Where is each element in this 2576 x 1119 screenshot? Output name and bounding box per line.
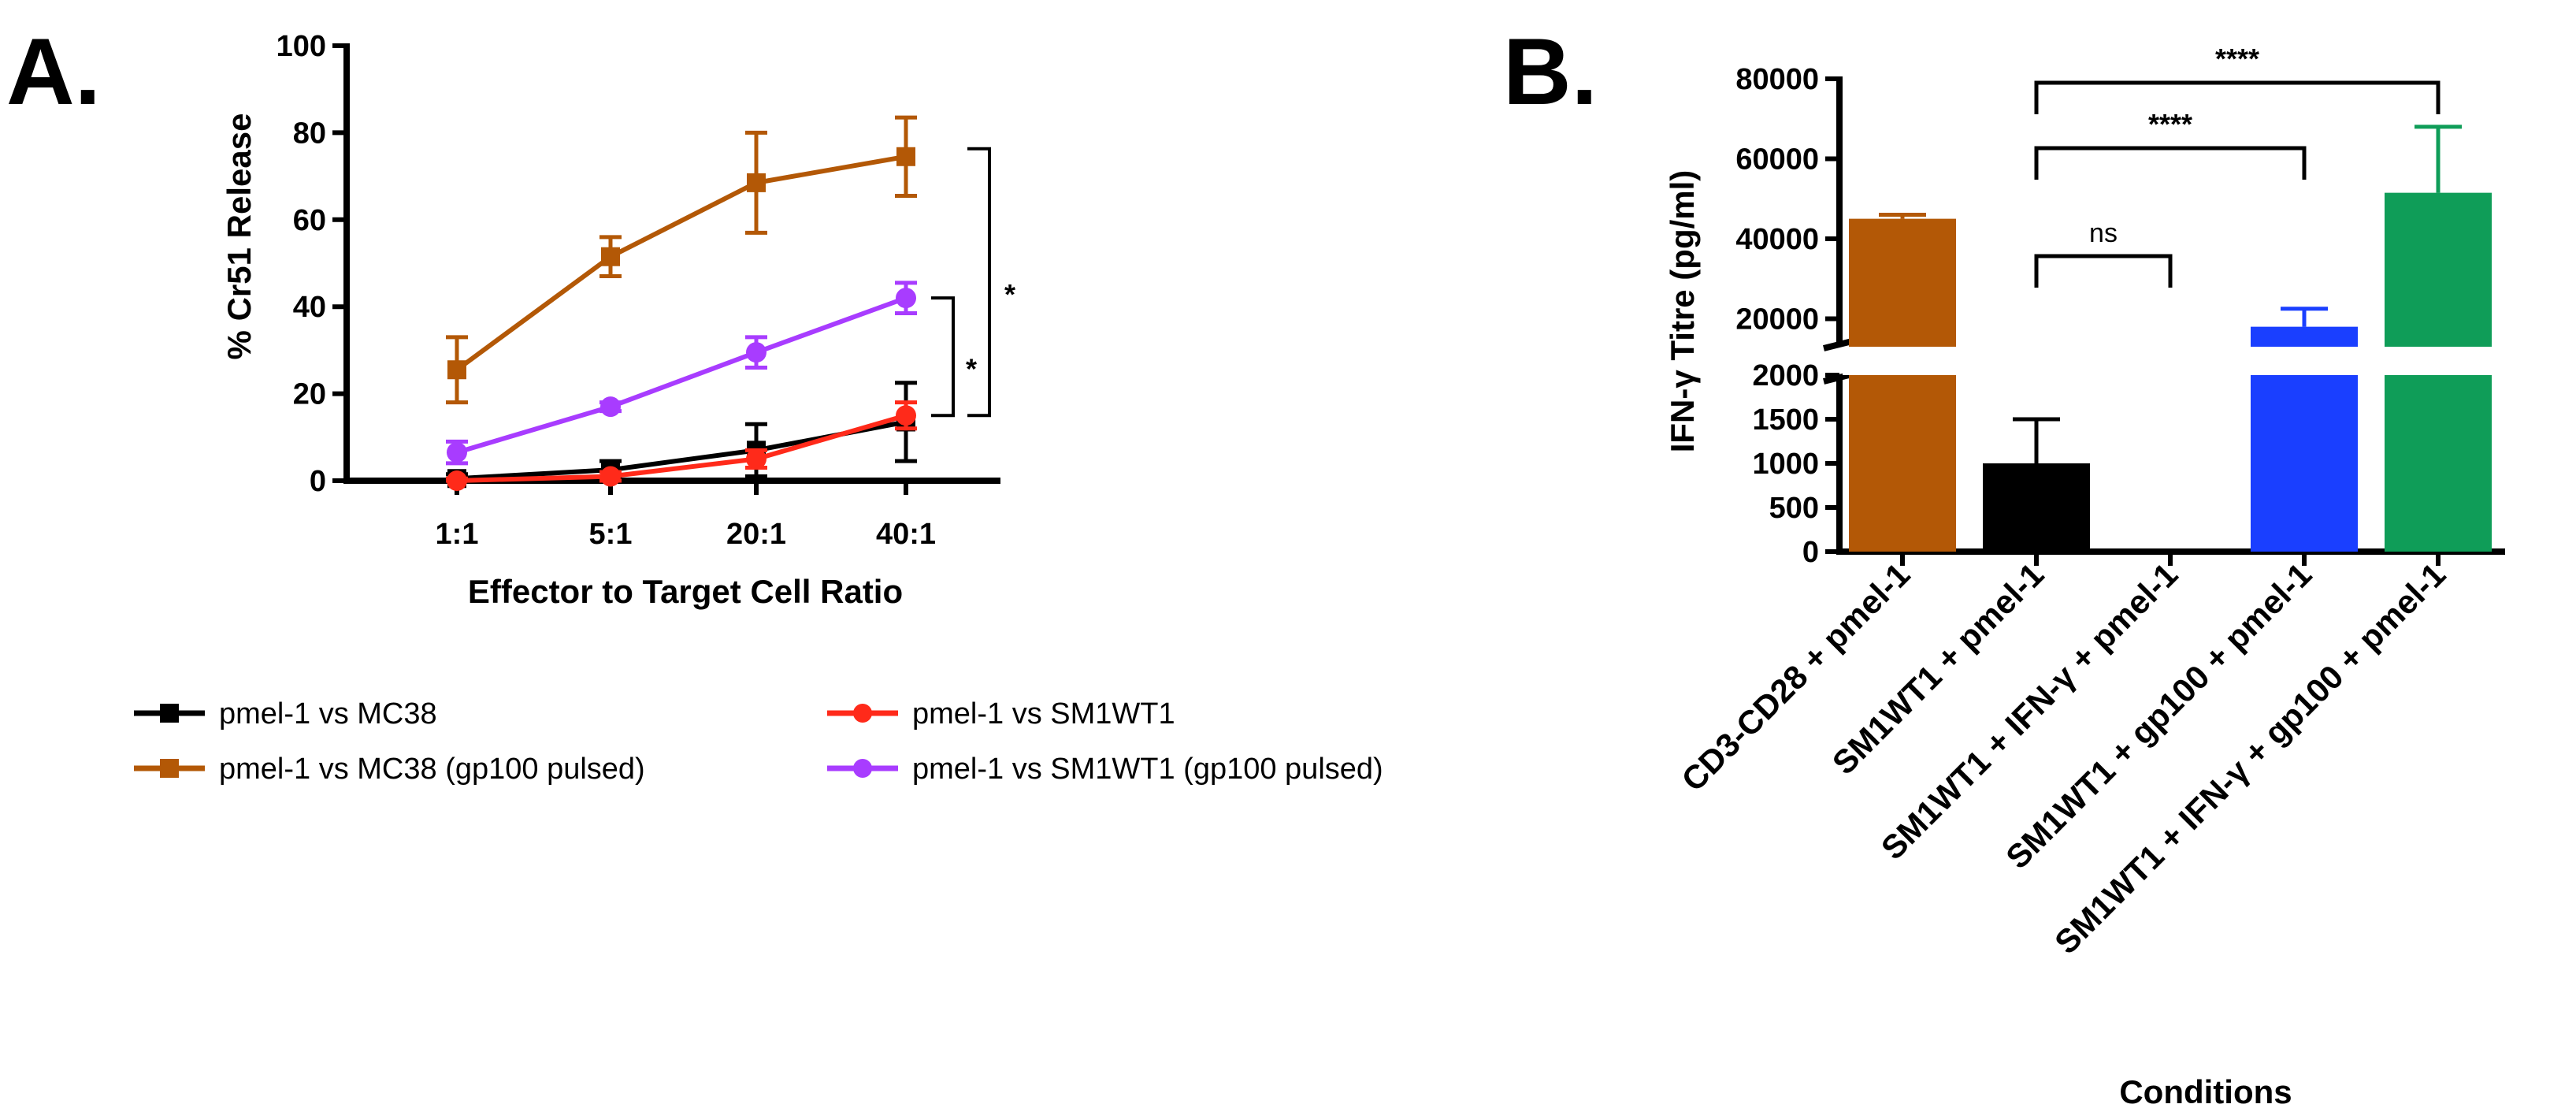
legend-marker [853,704,872,723]
panel-b-y-tick-label: 20000 [1735,303,1819,336]
panel-b-y-tick-label: 1000 [1752,448,1819,481]
panel-a-y-tick-label: 0 [310,465,326,498]
significance-bracket [2034,254,2173,288]
legend-item: pmel-1 vs SM1WT1 (gp100 pulsed) [827,753,1383,786]
panel-b-label: B. [1503,19,1598,125]
series-1 [446,400,917,491]
series-line [455,154,907,372]
bar-group [2385,125,2492,566]
panel-b-y-tick-label: 80000 [1735,63,1819,96]
significance-bracket [931,296,955,418]
legend-marker [853,759,872,778]
panel-a-ticks: 0 20 40 60 80 100 1:1 5:1 20:1 40:1 [277,30,936,551]
legend-marker [160,704,179,723]
bar [2251,375,2358,552]
panel-a-x-tick-label: 5:1 [589,518,633,551]
panel-a: A. % Cr51 Release Effector to Target Cel… [6,19,1383,786]
panel-a-x-tick-label: 20:1 [726,518,786,551]
legend-item: pmel-1 vs MC38 (gp100 pulsed) [134,753,645,786]
series-line [456,413,907,483]
panel-a-y-axis-title: % Cr51 Release [221,113,258,360]
series-3 [446,281,917,466]
panel-b-y-tick-label: 60000 [1735,143,1819,176]
legend-label: pmel-1 vs SM1WT1 (gp100 pulsed) [912,753,1383,786]
data-point [746,448,766,470]
significance-label: * [1004,278,1015,310]
significance-bracket [2034,80,2441,114]
panel-b-x-axis-title: Conditions [2119,1073,2292,1110]
panel-b-y-axis-title: IFN-γ Titre (pg/ml) [1664,170,1701,453]
bar-group [2251,307,2358,566]
series-2 [446,115,917,405]
panel-b: B. IFN-γ Titre (pg/ml) Conditions 0 500 10… [1503,19,2508,1110]
data-point [447,360,466,380]
bar [1849,375,1956,552]
bar [1849,218,1956,347]
panel-a-label: A. [6,19,101,125]
significance-label: ns [2089,218,2118,248]
legend-label: pmel-1 vs MC38 [219,697,437,731]
bar-group [1849,213,1956,566]
data-point [896,405,916,426]
data-point [896,288,916,309]
bar [2385,192,2492,347]
panel-b-ticks: 0 500 1000 1500 2000 20000 40000 60000 80000 [1735,63,1839,569]
data-point [746,342,766,363]
significance-label: **** [2215,43,2259,75]
panel-b-y-tick-label: 40000 [1735,223,1819,256]
significance-label: * [966,353,977,385]
data-point [600,396,621,418]
panel-a-x-axis-title: Effector to Target Cell Ratio [468,573,903,610]
data-point [601,247,620,266]
data-point [896,147,915,166]
panel-a-y-tick-label: 20 [293,378,326,411]
panel-a-legend: pmel-1 vs MC38 pmel-1 vs MC38 (gp100 puls… [134,697,1383,786]
axis-break-gap [1843,347,2508,375]
series-line [456,296,908,455]
significance-bracket [967,147,991,418]
panel-a-y-tick-label: 60 [293,204,326,237]
panel-b-y-tick-label: 1500 [1752,403,1819,437]
data-point [447,470,467,491]
legend-label: pmel-1 vs MC38 (gp100 pulsed) [219,753,645,786]
panel-b-y-tick-label: 0 [1802,536,1819,569]
panel-a-y-tick-label: 100 [277,30,326,63]
legend-item: pmel-1 vs SM1WT1 [827,697,1175,731]
panel-b-bars [1843,125,2508,566]
panel-b-significance: ns **** **** [2034,43,2441,288]
panel-b-category-label: CD3-CD28 + pmel-1 [1674,556,1917,798]
bar [2385,375,2492,552]
significance-label: **** [2148,108,2192,140]
panel-a-x-tick-label: 1:1 [436,518,479,551]
bar [2251,326,2358,347]
data-point [747,173,766,192]
panel-b-y-tick-label: 500 [1769,492,1819,525]
panel-b-y-tick-label: 2000 [1752,359,1819,392]
data-point [600,466,621,487]
legend-marker [160,759,179,778]
bar-group [1983,417,2090,566]
legend-label: pmel-1 vs SM1WT1 [912,697,1175,731]
legend-item: pmel-1 vs MC38 [134,697,437,731]
panel-a-y-tick-label: 40 [293,291,326,324]
panel-a-y-tick-label: 80 [293,117,326,150]
panel-a-significance: ** [931,147,1015,418]
bar [1983,463,2090,552]
panel-a-x-tick-label: 40:1 [876,518,936,551]
panel-a-series [446,115,917,491]
data-point [447,442,467,463]
significance-bracket [2034,146,2307,180]
